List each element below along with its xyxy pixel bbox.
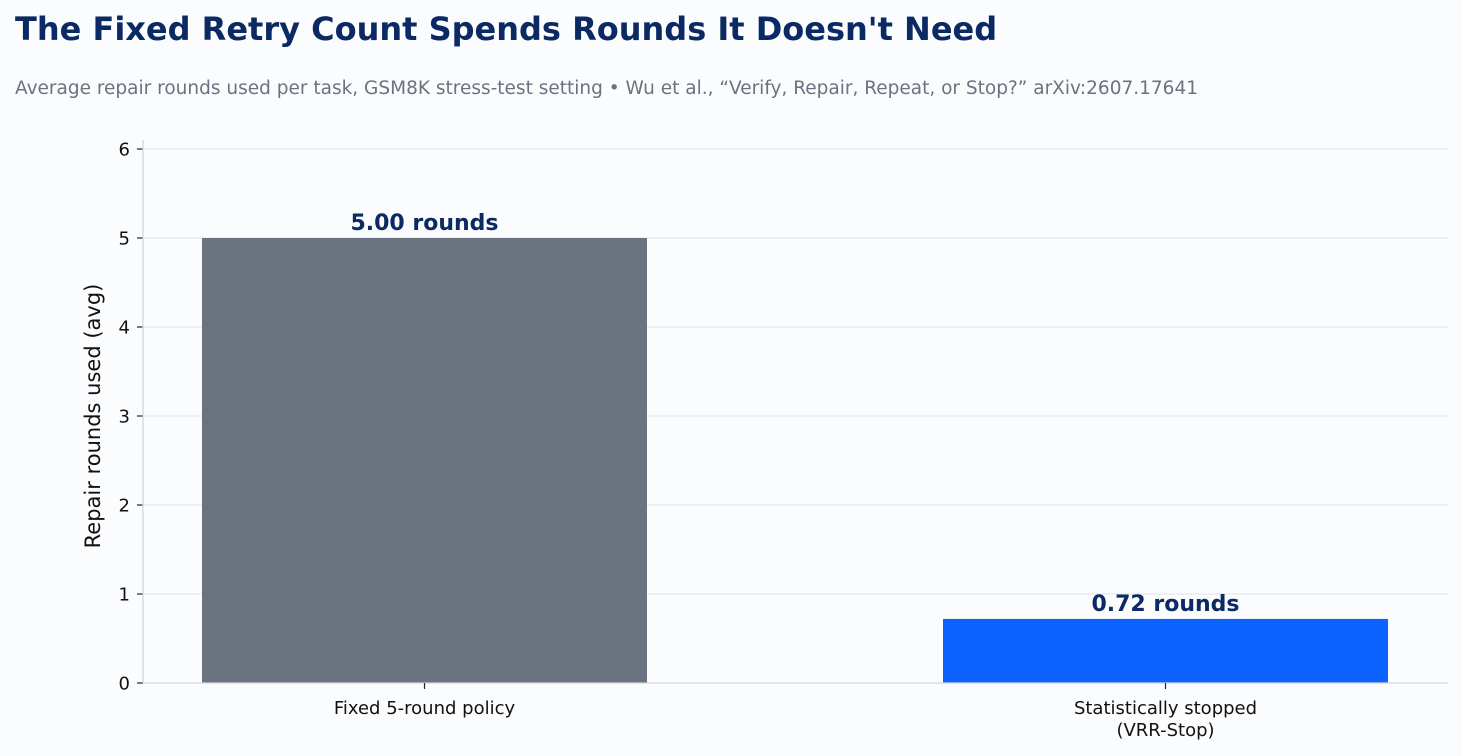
bar bbox=[943, 618, 1388, 683]
y-tick-label: 3 bbox=[119, 407, 130, 428]
chart-subtitle: Average repair rounds used per task, GSM… bbox=[15, 78, 1198, 99]
data-label: 5.00 rounds bbox=[350, 211, 498, 236]
labels: 5.00 rounds 0.72 rounds Repair rounds used… bbox=[81, 211, 1240, 617]
y-tick-label: 0 bbox=[119, 674, 130, 695]
x-tick-label: Fixed 5-round policy bbox=[334, 698, 516, 719]
data-label: 0.72 rounds bbox=[1091, 592, 1239, 617]
y-tick-label: 4 bbox=[119, 318, 130, 339]
bars bbox=[202, 238, 1388, 683]
y-tick-label: 1 bbox=[119, 585, 130, 606]
y-tick-label: 6 bbox=[119, 140, 130, 161]
y-tick-label: 5 bbox=[119, 229, 130, 250]
axes: 0 1 2 3 4 5 6 Fixed 5-round policy Statistically… bbox=[119, 140, 1448, 741]
y-tick-label: 2 bbox=[119, 496, 130, 517]
x-tick-label: (VRR-Stop) bbox=[1116, 720, 1214, 741]
bar bbox=[202, 238, 647, 683]
chart-title: The Fixed Retry Count Spends Rounds It D… bbox=[15, 10, 998, 48]
y-axis-label: Repair rounds used (avg) bbox=[81, 284, 105, 549]
x-tick-label: Statistically stopped bbox=[1074, 698, 1257, 719]
